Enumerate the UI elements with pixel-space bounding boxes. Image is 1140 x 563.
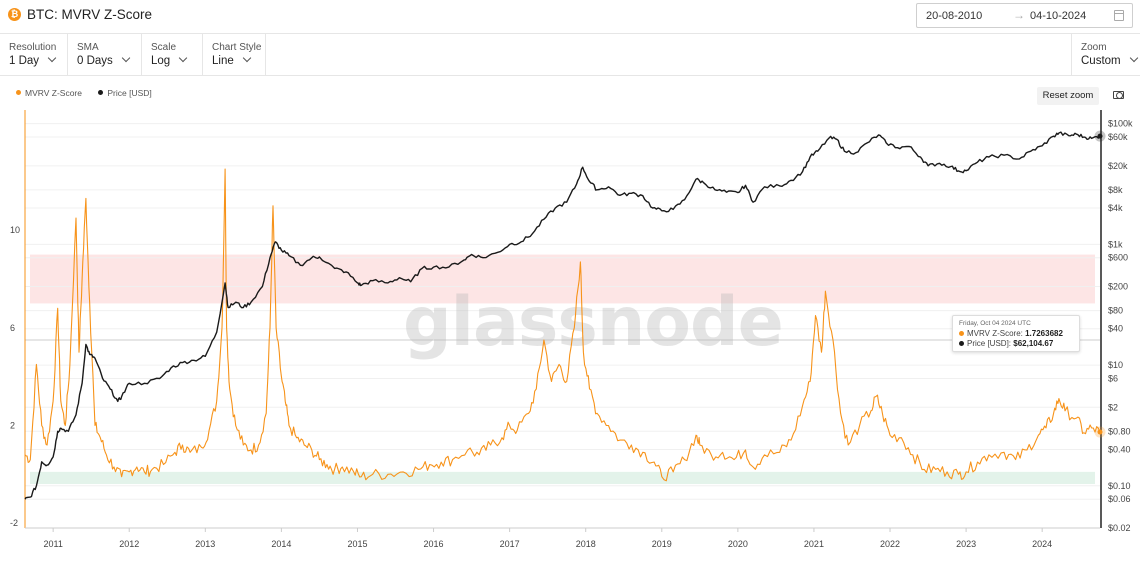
top-bar: ₿ BTC: MVRV Z-Score 20-08-2010 → 04-10-2…	[0, 0, 1140, 34]
y-left-tick-label: -2	[10, 518, 18, 528]
chevron-down-icon	[121, 53, 131, 63]
y-right-tick-label: $20k	[1108, 161, 1128, 171]
y-right-tick-label: $10	[1108, 360, 1123, 370]
chevron-down-icon	[1129, 53, 1138, 63]
tooltip-price-value: $62,104.67	[1013, 339, 1054, 348]
chart-legend: MVRV Z-Score Price [USD]	[16, 88, 166, 98]
legend-dot-icon	[16, 90, 21, 95]
y-right-tick-label: $1k	[1108, 239, 1123, 249]
y-right-tick-label: $2	[1108, 402, 1118, 412]
x-tick-label: 2024	[1032, 539, 1052, 549]
mvrv-chart[interactable]: glassnode 10 6 2 -2 $100k $60k $20k $8k $4k $1k $6…	[0, 108, 1140, 563]
tooltip-price-label: Price [USD]:	[967, 339, 1012, 348]
y-right-tick-label: $60k	[1108, 132, 1128, 142]
y-right-tick-label: $4k	[1108, 203, 1123, 213]
y-right-tick-label: $40	[1108, 324, 1123, 334]
calendar-icon[interactable]	[1114, 10, 1124, 21]
x-tick-label: 2023	[956, 539, 976, 549]
scale-label: Scale	[151, 42, 177, 53]
y-left-tick-label: 2	[10, 420, 15, 430]
green-zone-band	[30, 471, 1095, 485]
hover-marker-dot	[1097, 133, 1103, 139]
x-tick-label: 2014	[271, 539, 291, 549]
sma-label: SMA	[77, 42, 99, 53]
legend-dot-icon	[98, 90, 104, 95]
resolution-select[interactable]: Resolution 1 Day	[0, 34, 68, 76]
y-right-tick-label: $200	[1108, 282, 1128, 292]
x-tick-label: 2019	[652, 539, 672, 549]
hover-marker-dot	[1097, 429, 1103, 435]
zoom-select[interactable]: Zoom Custom	[1071, 34, 1140, 76]
tooltip-dot-icon	[959, 331, 964, 336]
chevron-down-icon	[178, 53, 188, 63]
legend-item-price[interactable]: Price [USD]	[98, 88, 152, 98]
x-tick-label: 2013	[195, 539, 215, 549]
tooltip-date: Friday, Oct 04 2024 UTC	[959, 320, 1031, 327]
x-tick-label: 2015	[347, 539, 367, 549]
red-zone-band	[30, 254, 1095, 304]
chart-style-value: Line	[212, 55, 234, 67]
camera-icon[interactable]	[1113, 91, 1124, 99]
resolution-label: Resolution	[9, 42, 57, 53]
arrow-right-icon: →	[1013, 8, 1025, 22]
tooltip-dot-icon	[959, 341, 964, 346]
y-right-tick-label: $0.10	[1108, 481, 1131, 491]
x-tick-label: 2016	[424, 539, 444, 549]
date-from-input[interactable]: 20-08-2010	[926, 10, 983, 22]
resolution-value: 1 Day	[9, 55, 40, 67]
x-tick-label: 2020	[728, 539, 748, 549]
y-right-tick-label: $8k	[1108, 185, 1123, 195]
chevron-down-icon	[242, 53, 251, 63]
x-tick-label: 2022	[880, 539, 900, 549]
legend-price-label: Price [USD]	[107, 88, 152, 98]
y-right-tick-label: $80	[1108, 306, 1123, 316]
page-title: BTC: MVRV Z-Score	[27, 7, 153, 22]
tooltip-zscore-label: MVRV Z-Score:	[967, 329, 1023, 338]
reset-zoom-button[interactable]: Reset zoom	[1037, 87, 1099, 105]
chart-style-select[interactable]: Chart Style Line	[203, 34, 266, 76]
scale-select[interactable]: Scale Log	[142, 34, 203, 76]
y-left-tick-label: 10	[10, 225, 20, 235]
chart-toolbar: Resolution 1 Day SMA 0 Days Scale Log Ch…	[0, 34, 1140, 76]
y-right-tick-label: $6	[1108, 373, 1118, 383]
x-tick-label: 2018	[576, 539, 596, 549]
chart-tooltip: Friday, Oct 04 2024 UTC MVRV Z-Score: 1.…	[952, 315, 1080, 352]
date-range-picker[interactable]: 20-08-2010 → 04-10-2024	[916, 3, 1133, 28]
bitcoin-icon: ₿	[8, 8, 21, 21]
zoom-value: Custom	[1081, 55, 1121, 67]
y-right-tick-label: $0.80	[1108, 426, 1131, 436]
zscore-series-line	[24, 168, 1101, 482]
y-right-tick-label: $0.40	[1108, 444, 1131, 454]
y-right-tick-label: $600	[1108, 253, 1128, 263]
sma-select[interactable]: SMA 0 Days	[68, 34, 142, 76]
glassnode-watermark: glassnode	[403, 283, 783, 362]
chevron-down-icon	[47, 53, 57, 63]
price-series-line	[24, 131, 1101, 500]
sma-value: 0 Days	[77, 55, 113, 67]
y-right-tick-label: $0.06	[1108, 494, 1131, 504]
scale-value: Log	[151, 55, 171, 67]
y-right-tick-label: $0.02	[1108, 523, 1131, 533]
x-tick-label: 2011	[43, 539, 62, 549]
zoom-label: Zoom	[1081, 42, 1107, 53]
y-right-tick-label: $100k	[1108, 119, 1133, 129]
x-tick-label: 2021	[804, 539, 824, 549]
x-tick-label: 2012	[119, 539, 139, 549]
legend-item-zscore[interactable]: MVRV Z-Score	[16, 88, 82, 98]
y-left-tick-label: 6	[10, 323, 15, 333]
chart-style-label: Chart Style	[212, 42, 262, 53]
date-to-input[interactable]: 04-10-2024	[1030, 10, 1087, 22]
x-tick-label: 2017	[500, 539, 520, 549]
legend-zscore-label: MVRV Z-Score	[25, 88, 82, 98]
tooltip-zscore-value: 1.7263682	[1025, 329, 1063, 338]
